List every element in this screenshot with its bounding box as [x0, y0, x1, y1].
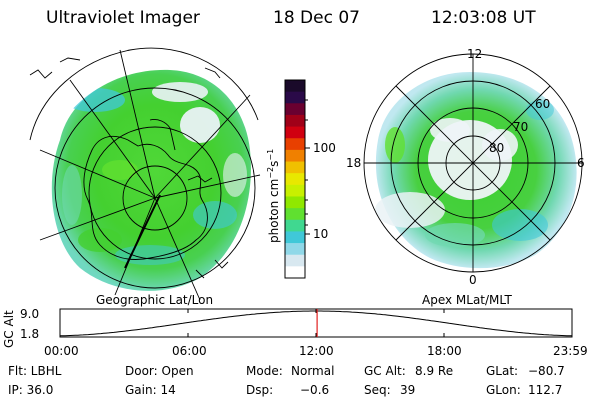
mlat-label-80: 80	[489, 141, 505, 155]
continent-outline	[83, 119, 208, 260]
colorbar-frame	[284, 79, 306, 279]
colorbar-unit-exp2: −1	[266, 148, 275, 161]
seq-value: 39	[400, 383, 416, 397]
colorbar-swatch	[285, 161, 305, 174]
glat-label: GLat:	[486, 364, 519, 378]
dsp-label: Dsp:	[246, 383, 274, 397]
colorbar	[284, 79, 306, 279]
altitude-xtick-3: 18:00	[427, 344, 462, 358]
meridian-lines	[39, 49, 261, 301]
altitude-xtick-1: 06:00	[172, 344, 207, 358]
colorbar-swatch	[285, 80, 305, 93]
nadir-track	[124, 194, 161, 269]
colorbar-swatch	[285, 196, 305, 209]
mlt-label-6: 6	[577, 156, 585, 170]
dsp-value: −0.6	[300, 383, 330, 397]
right-panel-caption: Apex MLat/MLT	[422, 293, 512, 307]
glat-value: −80.7	[528, 364, 565, 378]
mlat-label-60: 60	[535, 97, 551, 111]
geographic-image-panel	[29, 47, 261, 301]
colorbar-swatch	[285, 149, 305, 163]
mode-value: Normal	[291, 364, 335, 378]
ip-value: IP: 36.0	[8, 383, 54, 397]
altitude-xtick-2: 12:00	[299, 344, 334, 358]
colorbar-unit-base: photon cm	[267, 178, 281, 243]
colorbar-swatch	[285, 114, 305, 128]
colorbar-swatch	[285, 208, 305, 221]
altitude-plot-frame	[59, 308, 573, 338]
altitude-xtick-4: 23:59	[553, 344, 588, 358]
gc-alt-value: 8.9 Re	[415, 364, 454, 378]
gc-alt-label: GC Alt:	[364, 364, 406, 378]
colorbar-swatch	[285, 184, 305, 198]
colorbar-swatch	[285, 91, 305, 104]
colorbar-swatch	[285, 138, 305, 151]
altitude-xtick-0: 00:00	[44, 344, 79, 358]
left-panel-caption: Geographic Lat/Lon	[96, 293, 214, 307]
left-view-boundary	[29, 47, 259, 141]
glon-value: 112.7	[528, 383, 563, 397]
colorbar-tick-100: 100	[313, 141, 336, 155]
altitude-xticks	[187, 309, 445, 337]
colorbar-ticks	[305, 99, 310, 235]
altitude-ylabel: GC Alt	[2, 310, 16, 348]
coastline-fragments	[29, 57, 229, 279]
altitude-plot	[59, 308, 573, 338]
altitude-ytick-bottom: 1.8	[20, 327, 40, 341]
door-status: Door: Open	[125, 364, 194, 378]
mlt-label-0: 0	[469, 273, 477, 287]
mlt-spokes	[364, 54, 582, 272]
colorbar-swatch	[285, 126, 305, 139]
colorbar-tick-10: 10	[313, 227, 329, 241]
observation-date: 18 Dec 07	[273, 8, 360, 28]
filter-status: Flt: LBHL	[8, 364, 62, 378]
colorbar-swatch	[285, 103, 305, 116]
colorbar-swatch	[285, 254, 305, 267]
colorbar-swatch	[285, 231, 305, 244]
colorbar-unit-exp1: −2	[266, 166, 275, 179]
colorbar-swatch	[285, 266, 305, 279]
colorbar-unit-label: photon cm−2s−1	[266, 149, 281, 243]
colorbar-swatch	[285, 243, 305, 256]
colorbar-swatch	[285, 219, 305, 233]
mlt-label-18: 18	[346, 156, 362, 170]
left-emission-texture	[62, 82, 247, 265]
magnetic-image-panel	[363, 53, 583, 273]
colorbar-unit-s: s	[267, 160, 281, 167]
glon-label: GLon:	[486, 383, 521, 397]
instrument-title: Ultraviolet Imager	[46, 8, 200, 28]
gain-value: Gain: 14	[125, 383, 176, 397]
mode-label: Mode:	[246, 364, 283, 378]
observation-time: 12:03:08 UT	[431, 8, 536, 28]
colorbar-swatch	[285, 173, 305, 186]
mlat-label-70: 70	[513, 120, 529, 134]
latitude-circles	[54, 87, 256, 289]
mlt-label-12: 12	[467, 47, 483, 61]
altitude-ytick-top: 9.0	[20, 307, 40, 321]
seq-label: Seq:	[364, 383, 391, 397]
right-emission-texture	[375, 100, 554, 247]
